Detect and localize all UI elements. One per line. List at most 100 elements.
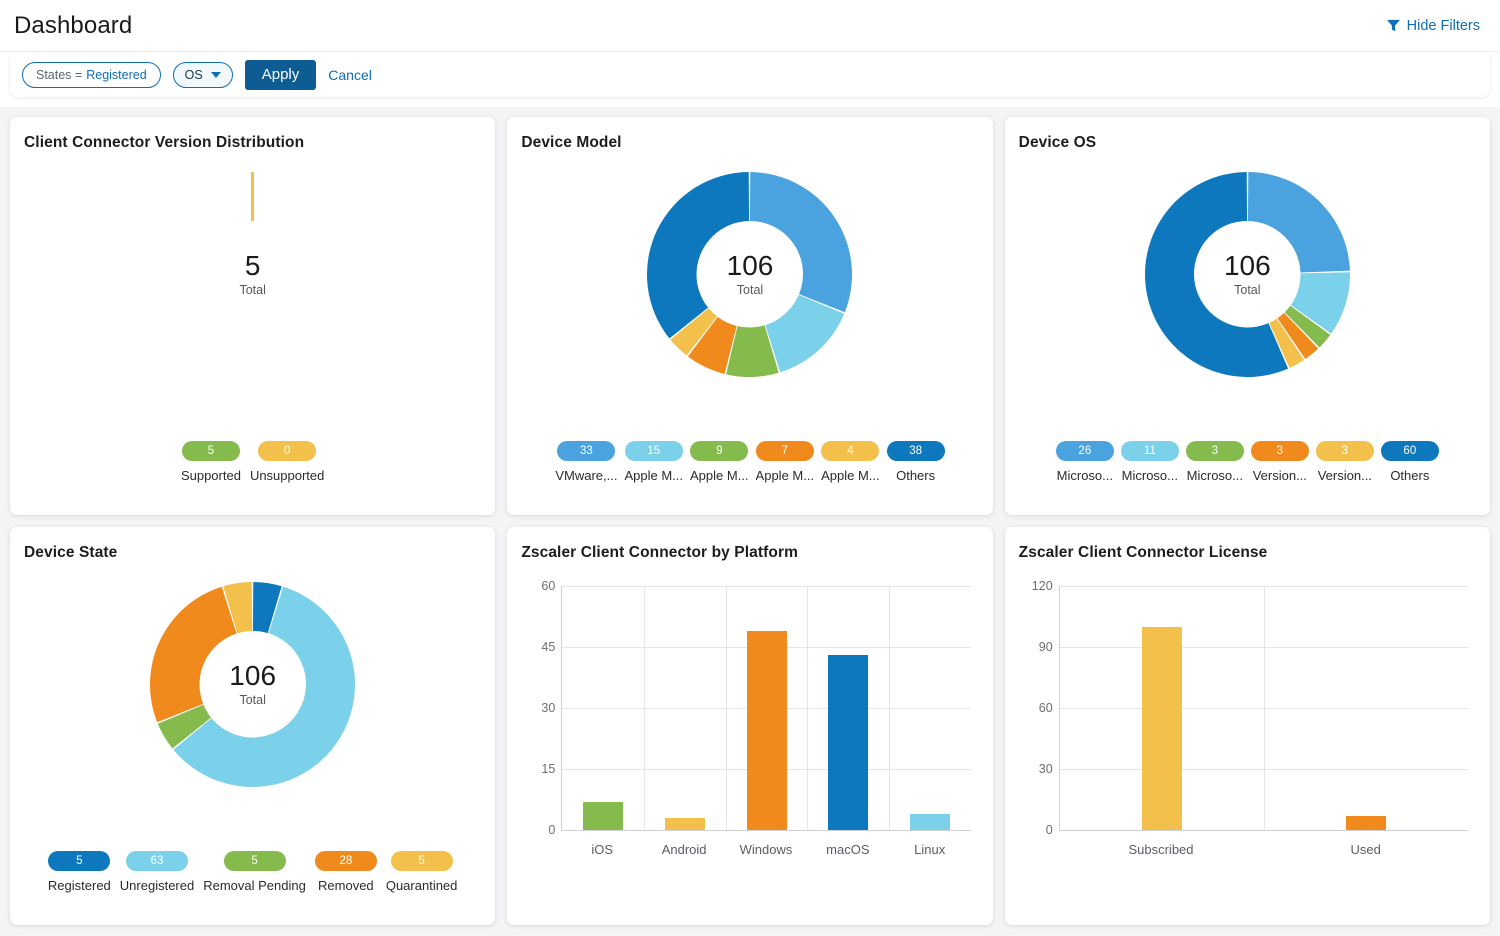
legend-item[interactable]: 60 Others (1380, 441, 1439, 483)
donut-slice[interactable] (173, 586, 356, 787)
legend-label: Supported (180, 468, 241, 483)
legend-label: Others (896, 468, 936, 483)
bar-chart-plot[interactable]: 0 30 60 90 120 (1032, 579, 1468, 837)
bar[interactable] (583, 801, 624, 830)
chart-legend: 5 Supported 0 Unsupported (24, 441, 481, 483)
bar-chart-area: 0 30 60 90 120 Subscribed Used (1019, 576, 1476, 876)
legend-item[interactable]: 3 Version... (1250, 441, 1309, 483)
donut-slice[interactable] (223, 581, 253, 634)
donut-slice[interactable] (750, 171, 853, 312)
legend-item[interactable]: 4 Apple M... (821, 441, 880, 483)
donut-chart[interactable]: 106 Total (150, 581, 356, 787)
filter-chip-states-key: States = (36, 67, 83, 82)
donut-chart[interactable]: 106 Total (1144, 171, 1350, 377)
donut-slice[interactable] (688, 316, 738, 374)
donut-slice[interactable] (1247, 171, 1350, 273)
bar[interactable] (664, 817, 705, 830)
legend-label: Unsupported (249, 468, 325, 483)
gridline-horizontal (562, 586, 971, 587)
legend-value-badge: 5 (390, 851, 453, 871)
donut-slice[interactable] (765, 294, 845, 372)
x-axis-tick-label: Subscribed (1128, 842, 1194, 857)
x-axis-tick-label: Windows (739, 842, 793, 857)
legend-label: Others (1390, 468, 1430, 483)
donut-total-label: Total (736, 283, 764, 298)
donut-slice[interactable] (670, 307, 718, 355)
legend-value-badge: 3 (1250, 441, 1309, 461)
legend-item[interactable]: 15 Apple M... (624, 441, 683, 483)
donut-chart[interactable]: 5 Total (150, 171, 355, 377)
legend-item[interactable]: 7 Apple M... (756, 441, 814, 483)
donut-center: 106 Total (199, 631, 306, 737)
gridline-vertical (643, 586, 645, 830)
bar[interactable] (828, 655, 869, 830)
legend-item[interactable]: 38 Others (886, 441, 945, 483)
bar-slot (889, 586, 971, 830)
bar-slot (1060, 586, 1264, 830)
bar-chart-plot[interactable]: 0 15 30 45 60 (541, 579, 971, 837)
legend-item[interactable]: 33 VMware,... (555, 441, 617, 483)
legend-item[interactable]: 28 Removed (314, 851, 377, 893)
legend-value-badge: 38 (886, 441, 945, 461)
page-header: Dashboard Hide Filters (0, 0, 1500, 52)
legend-label: Apple M... (690, 468, 749, 483)
filter-select-os[interactable]: OS (172, 61, 233, 88)
bar[interactable] (746, 630, 787, 830)
legend-label: Microso... (1121, 468, 1178, 483)
donut-slice[interactable] (253, 581, 282, 634)
chevron-down-icon (210, 71, 221, 78)
legend-item[interactable]: 0 Unsupported (250, 441, 324, 483)
legend-value-badge: 33 (557, 441, 616, 461)
donut-slice[interactable] (726, 324, 780, 377)
bar-series (1060, 586, 1468, 830)
chart-legend: 5 Registered 63 Unregistered 5 Removal Pendin… (24, 851, 481, 893)
hide-filters-button[interactable]: Hide Filters (1386, 17, 1480, 34)
donut-chart-area: 106 Total (521, 154, 978, 394)
x-axis-tick-label: Used (1350, 842, 1381, 857)
y-axis-tick-label: 60 (1038, 701, 1053, 715)
donut-slice[interactable] (1144, 171, 1288, 377)
legend-value-badge: 0 (258, 441, 317, 461)
card-title: Zscaler Client Connector License (1018, 544, 1268, 561)
x-axis-tick-label: Linux (914, 842, 946, 857)
hide-filters-label: Hide Filters (1406, 17, 1480, 34)
legend-item[interactable]: 5 Registered (48, 851, 111, 893)
bar-slot (562, 586, 644, 830)
legend-value-badge: 63 (126, 851, 188, 871)
legend-item[interactable]: 9 Apple M... (690, 441, 749, 483)
funnel-icon (1386, 19, 1400, 32)
donut-slice[interactable] (1269, 318, 1304, 368)
cancel-button[interactable]: Cancel (328, 66, 372, 83)
donut-slice[interactable] (1290, 271, 1350, 334)
filter-bar-wrapper: States = Registered OS Apply Cancel (0, 52, 1500, 107)
donut-slice[interactable] (1284, 305, 1331, 347)
donut-chart-area: 106 Total (1019, 154, 1476, 394)
legend-item[interactable]: 26 Microso... (1055, 441, 1114, 483)
donut-center: 106 Total (1194, 221, 1301, 327)
legend-item[interactable]: 11 Microso... (1120, 441, 1179, 483)
legend-item[interactable]: 3 Microso... (1185, 441, 1244, 483)
y-axis-tick-label: 30 (541, 701, 556, 715)
apply-button[interactable]: Apply (244, 59, 317, 90)
legend-item[interactable]: 63 Unregistered (120, 851, 194, 893)
bar[interactable] (909, 813, 950, 830)
bar[interactable] (1345, 815, 1386, 830)
filter-chip-states[interactable]: States = Registered (22, 61, 161, 88)
donut-slice[interactable] (1277, 312, 1319, 359)
y-axis-tick-label: 30 (1038, 762, 1053, 776)
y-axis-tick-label: 120 (1031, 579, 1053, 593)
legend-item[interactable]: 5 Supported (181, 441, 241, 483)
donut-slice[interactable] (157, 704, 212, 748)
card-title: Client Connector Version Distribution (24, 134, 305, 151)
legend-value-badge: 28 (314, 851, 377, 871)
legend-item[interactable]: 5 Quarantined (386, 851, 457, 893)
donut-slice[interactable] (150, 586, 237, 722)
bar[interactable] (1141, 626, 1182, 830)
chart-legend: 33 VMware,... 15 Apple M... 9 Apple M... 7 Appl… (521, 441, 978, 483)
donut-chart[interactable]: 106 Total (647, 171, 853, 377)
bar-slot (726, 586, 808, 830)
legend-value-badge: 3 (1185, 441, 1244, 461)
donut-slice[interactable] (647, 171, 750, 338)
legend-item[interactable]: 3 Version... (1315, 441, 1374, 483)
legend-item[interactable]: 5 Removal Pending (203, 851, 306, 893)
